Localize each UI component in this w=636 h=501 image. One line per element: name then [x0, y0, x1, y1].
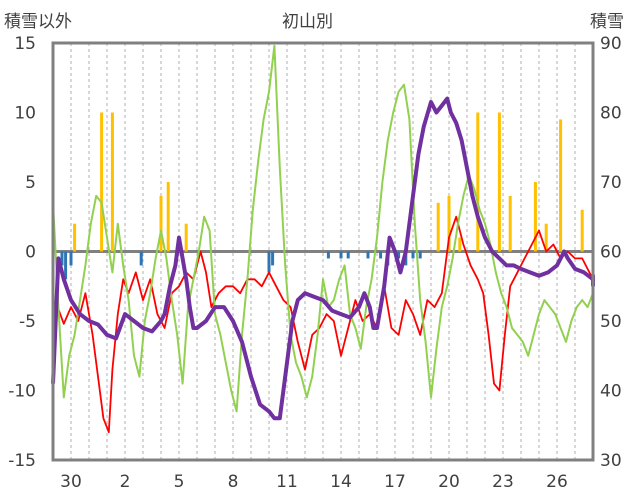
precip-bar [418, 251, 422, 259]
precip-bar [73, 223, 77, 252]
precip-bar [508, 195, 512, 252]
precip-bar [379, 251, 383, 259]
left-tick-label: 15 [14, 34, 36, 54]
left-tick-label: -10 [8, 382, 36, 402]
precip-bar [326, 251, 330, 259]
precip-bar [339, 251, 343, 259]
precip-bar [184, 223, 188, 252]
precip-bar [436, 202, 440, 252]
precip-bar [533, 182, 537, 252]
temperature-line [55, 215, 594, 434]
chart-title: 初山別 [282, 12, 333, 32]
precip-bar [476, 112, 480, 252]
right-axis-label: 積雪 [590, 12, 624, 32]
precip-bar [559, 119, 563, 252]
x-tick-label: 26 [546, 472, 568, 492]
right-tick-label: 40 [600, 382, 622, 402]
x-tick-label: 23 [492, 472, 514, 492]
precip-bar [346, 251, 350, 259]
right-tick-label: 60 [600, 243, 622, 263]
left-axis-label: 積雪以外 [4, 12, 72, 32]
precip-bar [100, 112, 104, 252]
left-tick-label: -5 [19, 312, 36, 332]
precip-bar [366, 251, 370, 259]
x-tick-label: 17 [384, 472, 406, 492]
right-tick-label: 90 [600, 34, 622, 54]
bars-layer [60, 112, 595, 280]
right-tick-label: 30 [600, 451, 622, 471]
right-tick-label: 50 [600, 312, 622, 332]
x-tick-label: 11 [276, 472, 298, 492]
precip-bar [497, 112, 501, 252]
precip-bar [159, 195, 163, 252]
precip-bar [267, 251, 271, 273]
precip-bar [397, 251, 401, 259]
precip-bar [166, 182, 170, 252]
x-tick-label: 5 [174, 472, 185, 492]
precip-bar [447, 195, 451, 252]
precip-bar [139, 251, 143, 266]
left-tick-label: 10 [14, 104, 36, 124]
plot-frame [51, 41, 595, 462]
x-tick-label: 8 [228, 472, 239, 492]
right-tick-label: 70 [600, 173, 622, 193]
x-tick-label: 20 [438, 472, 460, 492]
precip-bar [411, 251, 415, 259]
precip-bar [458, 237, 462, 252]
precip-bar [271, 251, 275, 266]
x-tick-label: 14 [330, 472, 352, 492]
left-tick-label: -15 [8, 451, 36, 471]
left-tick-label: 0 [25, 243, 36, 263]
precip-bar [64, 251, 68, 280]
series-layer [51, 44, 595, 434]
precip-bar [69, 251, 73, 266]
grid-layer [53, 43, 593, 460]
wind-line [52, 44, 594, 413]
x-tick-label: 30 [60, 472, 82, 492]
x-tick-label: 2 [120, 472, 131, 492]
right-tick-label: 80 [600, 104, 622, 124]
left-tick-label: 5 [25, 173, 36, 193]
precip-bar [580, 209, 584, 252]
snow-depth-line [51, 96, 595, 421]
precip-bar [110, 112, 114, 252]
precip-bar [60, 251, 64, 266]
precip-bar [544, 223, 548, 252]
